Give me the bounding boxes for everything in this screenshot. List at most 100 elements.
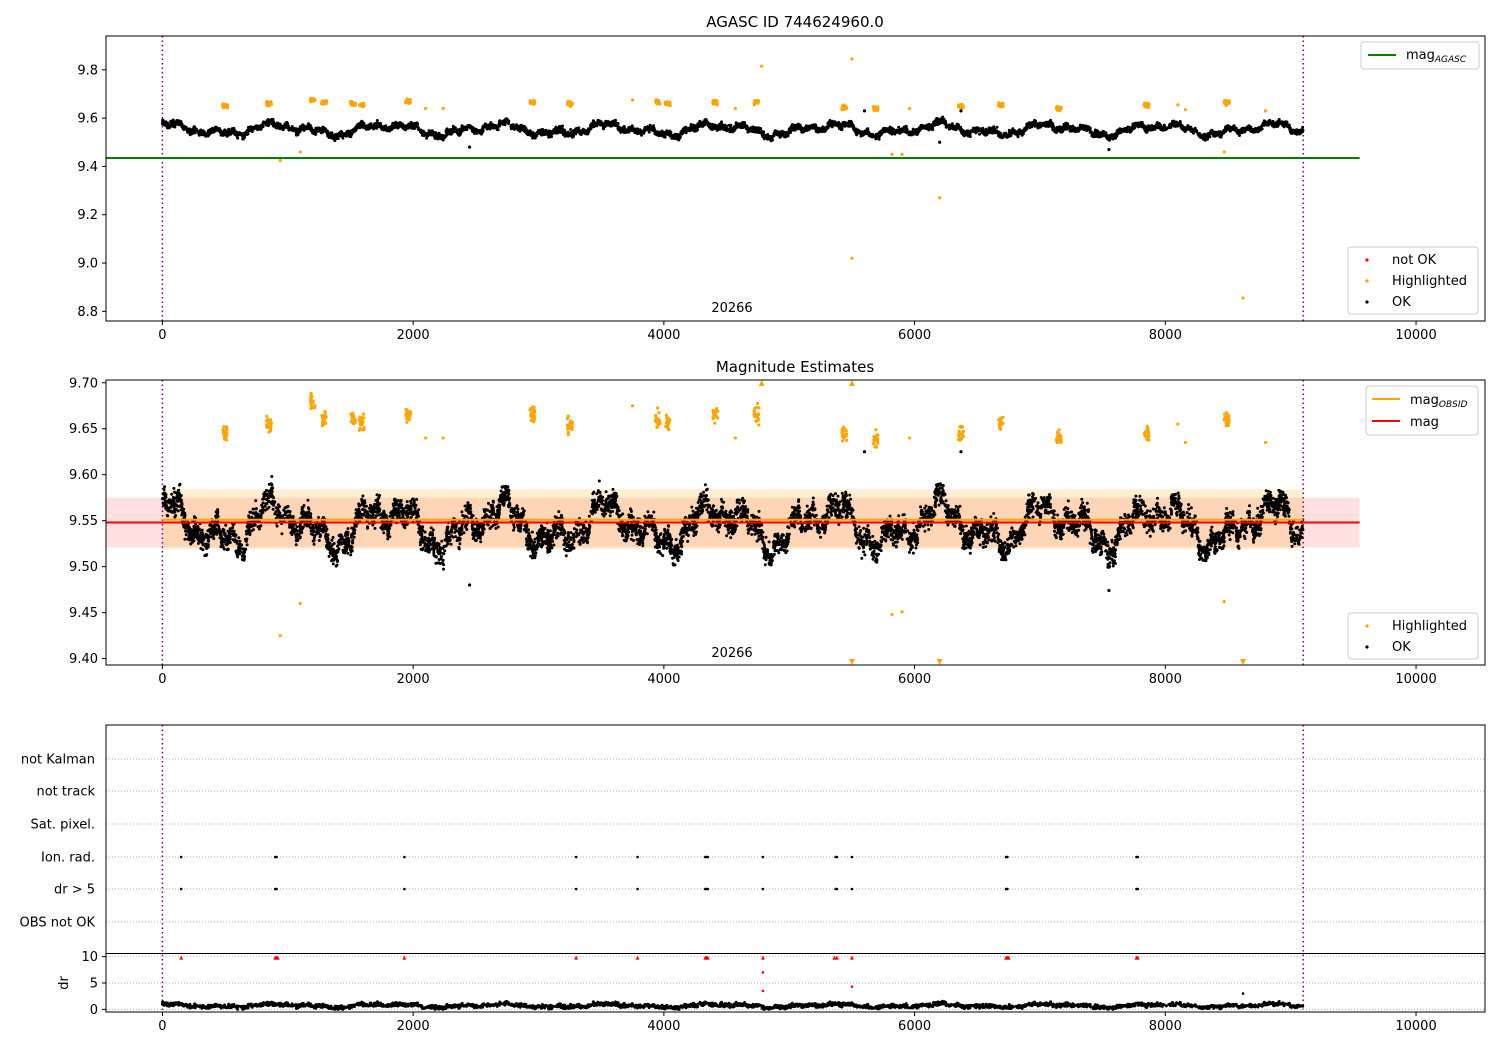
p1-ok-point (556, 127, 560, 130)
p1-ok-point (883, 128, 886, 132)
p1-ok-point (282, 126, 286, 130)
p1-ok-point (733, 127, 737, 131)
p1-ok-point (1041, 123, 1045, 127)
p1-ok-point (1251, 129, 1255, 133)
p1-ok-point (1152, 125, 1156, 129)
p1-ok-point (760, 131, 764, 135)
p1-ok-point (673, 137, 677, 140)
p1-ok-point (236, 136, 240, 140)
p1-ok-point (951, 124, 955, 128)
p1-ok-point (1184, 126, 1188, 130)
p1-ok-point (611, 121, 615, 125)
p1-ok-point (876, 136, 880, 140)
p1-ok-point (381, 127, 384, 131)
p1-ok-point (338, 131, 341, 135)
p1-ok-point (985, 129, 989, 133)
p1-ok-point (326, 134, 330, 138)
p1-ok-point (527, 130, 531, 134)
p1-ok-point (1224, 126, 1228, 130)
p1-ok-point (559, 125, 562, 129)
p1-ok-point (539, 133, 543, 137)
p1-ok-point (909, 133, 912, 137)
p1-ok-point (1110, 133, 1114, 137)
p1-ok-point (402, 127, 406, 131)
p1-ok-point (587, 130, 591, 134)
p1-ok-point (1285, 124, 1289, 128)
p1-ok-point (1037, 126, 1041, 129)
p1-ok-point (164, 122, 168, 126)
p1-ok-point (1198, 133, 1201, 136)
p1-ok-point (343, 133, 347, 137)
p1-ok-point (998, 133, 1002, 136)
p1-ok-point (743, 124, 747, 127)
p1-ok-point (1140, 121, 1144, 124)
p1-ok-point (929, 127, 933, 131)
p1-ok-point (648, 123, 652, 127)
p1-ok-point (1132, 125, 1136, 129)
p1-ok-point (236, 131, 240, 135)
p1-ok-point (478, 129, 482, 133)
p1-ok-point (944, 121, 948, 125)
p1-ok-point (958, 126, 962, 130)
p1-ok-point (850, 120, 854, 124)
p1-ok-point (283, 123, 287, 127)
p1-ok-point (245, 133, 249, 136)
p1-ok-point (1247, 125, 1251, 129)
p1-ok-point (771, 134, 775, 138)
p1-ok-point (592, 125, 596, 128)
p1-ok-point (294, 133, 298, 137)
p1-ok-point (167, 125, 171, 129)
p1-ok-point (937, 120, 941, 124)
p1-ok-point (878, 132, 882, 136)
panel1-title: AGASC ID 744624960.0 (706, 13, 884, 31)
p1-ok-point (1111, 137, 1115, 141)
p1-ok-point (1247, 128, 1251, 132)
p1-ok-point (920, 127, 923, 131)
p1-ok-point (469, 126, 473, 130)
p1-ok-point (1212, 130, 1216, 134)
p1-ok-point (1209, 130, 1213, 134)
p1-ok-point (290, 127, 294, 131)
p1-ok-point (314, 132, 318, 136)
p1-ok-point (1054, 131, 1058, 134)
p1-ok-point (678, 135, 682, 139)
p1-ok-point (1115, 129, 1119, 133)
p1-ok-point (747, 127, 751, 131)
p1-ok-point (191, 131, 195, 135)
p1-ok-point (210, 128, 214, 132)
p1-ok-point (962, 134, 966, 138)
p1-ok-point (1126, 125, 1130, 129)
p1-ok-point (240, 133, 244, 137)
p1-ok-point (839, 125, 843, 129)
p1-ok-point (653, 130, 657, 134)
p1-ok-point (813, 124, 817, 128)
p1-ok-point (389, 127, 393, 131)
p1-ok-point (349, 129, 353, 133)
p1-ok-point (277, 125, 281, 129)
p1-ok-point (1046, 123, 1050, 127)
p1-ok-point (1194, 129, 1198, 133)
p1-ok-point (471, 127, 475, 131)
p1-ok-point (347, 131, 351, 135)
p1-ok-point (495, 128, 499, 132)
p1-ok-point (161, 118, 165, 122)
p1-ok-point (249, 126, 253, 130)
p1-ok-point (681, 131, 685, 135)
p1-ok-point (579, 133, 583, 136)
panel-agasc: AGASC ID 744624960.0 0 2000 4000 6000 8000 10… (77, 13, 1486, 343)
p1-ok-point (188, 133, 192, 137)
p1-ok-point (968, 130, 972, 134)
p1-ok-point (442, 135, 446, 139)
p1-ok-point (466, 124, 470, 127)
p1-ok-point (1126, 129, 1130, 133)
p1-ok-point (1296, 129, 1299, 132)
p1-ok-point (1193, 126, 1197, 130)
p1-ok-point (1288, 126, 1292, 130)
p1-ok-point (683, 129, 687, 133)
p1-ok-point (366, 127, 370, 131)
p1-ok-point (1016, 135, 1020, 139)
p1-ok-point (1179, 125, 1183, 129)
p1-ok-point (595, 122, 599, 126)
p1-ok-point (496, 125, 500, 129)
p1-ok-point (182, 128, 186, 131)
